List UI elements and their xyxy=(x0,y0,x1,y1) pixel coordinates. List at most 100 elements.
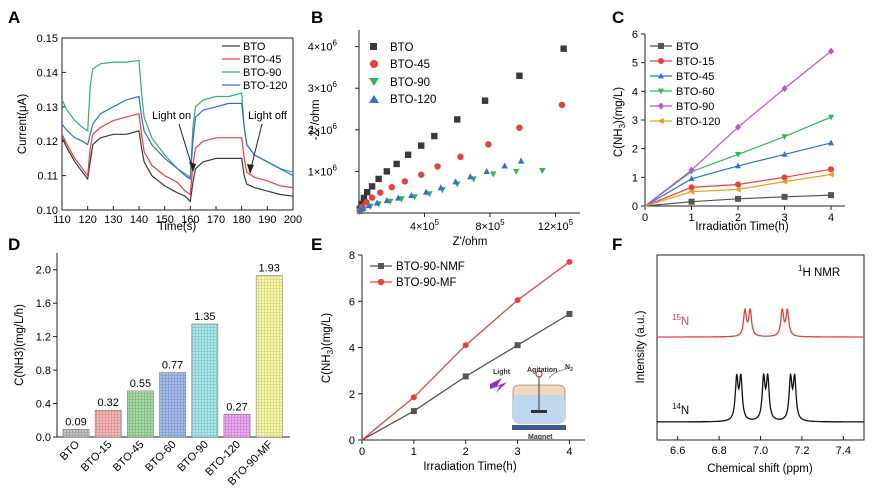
axis-ticks-f: 6.6 6.8 7.0 7.2 7.4 xyxy=(670,436,851,457)
legend-label-b-bto120: BTO-120 xyxy=(390,94,436,106)
data-point-b-bto-120 xyxy=(452,178,459,185)
legend-marker-b-bto xyxy=(370,43,377,50)
x-axis-label-f: Chemical shift (ppm) xyxy=(707,463,813,475)
x-tick-label-a: 150 xyxy=(155,214,173,226)
y-tick-label-b-base: 2×10 xyxy=(308,125,333,137)
x-tick-label-c: 2 xyxy=(735,212,741,224)
series-line-a-bto-120 xyxy=(61,95,294,181)
x-tick-label-f: 6.8 xyxy=(711,445,726,457)
annotation-light-on: Light on xyxy=(152,110,191,122)
y-tick-label-d: 1.6 xyxy=(36,298,51,310)
legend-label-c-1: BTO-15 xyxy=(676,56,714,68)
data-point-b-bto xyxy=(418,142,425,149)
data-point-c-bto-60 xyxy=(828,114,835,121)
x-tick-label-b-exp: 5 xyxy=(435,218,440,227)
x-category-label-d: BTO xyxy=(58,438,83,463)
label-15n-sup: 15 xyxy=(672,313,681,322)
y-axis-label-c: C(NH3)(mg/L) xyxy=(613,87,627,157)
x-tick-label-e: 4 xyxy=(566,446,572,458)
y-tick-label-d: 2.0 xyxy=(36,265,51,277)
annotation-light-off: Light off xyxy=(248,110,288,122)
gas-tube xyxy=(548,367,569,379)
data-point-c-bto-45 xyxy=(828,139,835,146)
y-axis-label-e: C(NH3)(mg/L) xyxy=(321,313,335,383)
x-axis-label-a: Time(s) xyxy=(158,221,197,233)
y-axis-label-a: Current(μA) xyxy=(17,94,29,154)
y-tick-label-c: 5 xyxy=(632,58,638,70)
x-tick-label-c: 3 xyxy=(781,212,787,224)
legend-label-c-5: BTO-120 xyxy=(676,116,720,128)
data-point-c-bto-45 xyxy=(688,175,695,182)
bar-value-label-d: 0.55 xyxy=(130,378,151,390)
y-tick-label-c: 1 xyxy=(632,172,638,184)
x-tick-label-c: 1 xyxy=(688,212,694,224)
data-point-c-bto-15 xyxy=(781,174,788,181)
light-bolt-icon xyxy=(490,378,507,393)
axis-ticks-c: 0 1 2 3 4 0 1 2 3 4 5 6 xyxy=(632,29,834,224)
data-point-b-bto xyxy=(360,194,368,202)
legend-marker-c-bto-90 xyxy=(658,102,664,110)
y-tick-label-c: 2 xyxy=(632,144,638,156)
series-lines-c xyxy=(644,47,835,207)
x-tick-label-a: 160 xyxy=(181,214,199,226)
data-point-c-bto-90 xyxy=(688,166,695,174)
nmr-title-main: H NMR xyxy=(802,267,840,279)
legend-label-c-4: BTO-90 xyxy=(676,101,714,113)
x-tick-label-b: 12×105 xyxy=(538,218,574,233)
axis-ticks-a: 110 120 130 140 150 160 170 180 190 200 0.10 0.11 0.… xyxy=(37,33,303,226)
legend-marker-e-mf xyxy=(377,278,385,286)
data-point-e-bto-90-nmf xyxy=(566,310,573,317)
series-line-a-bto-45 xyxy=(61,112,294,196)
y-axis-label-d: C(NH3)(mg/L/h) xyxy=(14,304,26,386)
legend-marker-c-bto-60 xyxy=(658,88,664,95)
spectrum-14n xyxy=(657,373,864,423)
y-label-e-sub: 3 xyxy=(326,349,335,354)
y-tick-label-a: 0.13 xyxy=(37,102,58,114)
data-point-c-bto xyxy=(688,198,695,205)
legend-label-a-bto120: BTO-120 xyxy=(243,80,287,92)
data-point-b-bto xyxy=(560,45,567,52)
legend-marker-c-bto xyxy=(658,43,664,49)
legend-b: BTO BTO-45 BTO-90 BTO-120 xyxy=(369,42,436,106)
y-label-e-main: C(NH xyxy=(321,354,333,383)
inset-n2-main: N xyxy=(565,364,570,371)
x-tick-label-b-base: 4×10 xyxy=(410,221,435,233)
y-tick-label-d: 0.0 xyxy=(36,432,51,444)
y-label-c-main: C(NH xyxy=(613,128,625,157)
y-tick-label-e: 0 xyxy=(349,435,355,447)
x-tick-label-c: 0 xyxy=(642,212,648,224)
x-tick-label-a: 130 xyxy=(104,214,122,226)
y-label-e-end: )(mg/L) xyxy=(321,313,333,350)
inset-magnet-label: Magnet xyxy=(528,434,553,441)
data-point-b-bto-120 xyxy=(359,204,367,211)
data-point-b-bto-120 xyxy=(356,207,364,214)
data-point-b-bto-45 xyxy=(368,194,376,201)
data-point-c-bto-90 xyxy=(828,47,835,55)
x-tick-label-f: 7.0 xyxy=(753,445,768,457)
x-tick-label-f: 7.2 xyxy=(794,445,809,457)
y-tick-label-a: 0.12 xyxy=(37,136,58,148)
legend-a: BTO BTO-45 BTO-90 BTO-120 xyxy=(222,41,287,92)
data-point-c-bto-15 xyxy=(688,184,695,191)
data-point-b-bto-120 xyxy=(365,201,373,209)
legend-label-b-bto45: BTO-45 xyxy=(390,59,430,71)
data-point-c-bto xyxy=(828,192,835,199)
annotation-arrow-off xyxy=(249,123,263,173)
data-point-c-bto-90 xyxy=(781,84,788,93)
data-point-c-bto xyxy=(735,195,742,202)
x-tick-label-e: 3 xyxy=(515,446,521,458)
arrowhead-off xyxy=(247,164,254,174)
x-tick-label-a: 200 xyxy=(284,214,302,226)
magnet-plate xyxy=(512,425,566,430)
data-point-b-bto-45 xyxy=(418,171,425,178)
series-markers-b xyxy=(356,45,567,216)
chart-a: 110 120 130 140 150 160 170 180 190 200 0.10 0.11 0.… xyxy=(17,33,302,233)
x-tick-label-a: 120 xyxy=(78,214,96,226)
data-point-b-bto xyxy=(404,151,412,158)
y-tick-label-b: 4×106 xyxy=(308,39,338,54)
inset-light-label: Light xyxy=(493,369,511,376)
spectrum-15n xyxy=(657,308,864,338)
